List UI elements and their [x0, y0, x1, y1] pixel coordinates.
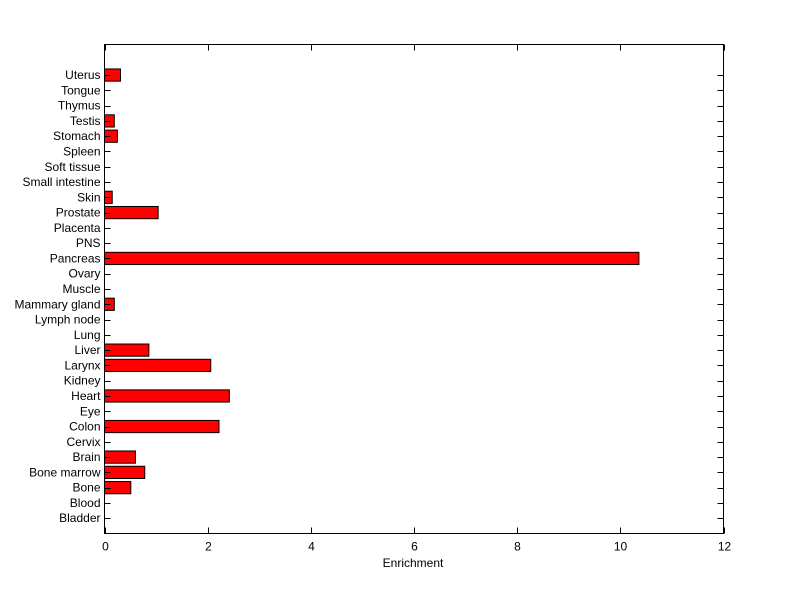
- y-tick-label: Eye: [80, 404, 101, 418]
- y-tick-label: Lymph node: [35, 313, 101, 327]
- y-tick-label: Colon: [69, 420, 100, 434]
- x-tick-label: 6: [411, 540, 418, 554]
- y-tick-label: Ovary: [68, 267, 100, 281]
- plot-frame: [104, 44, 724, 534]
- bar-bone: [104, 481, 132, 495]
- y-tick-label: Heart: [71, 389, 101, 403]
- y-tick-label: Tongue: [61, 83, 101, 97]
- y-tick-label: Uterus: [65, 68, 100, 82]
- y-tick-label: Soft tissue: [44, 160, 100, 174]
- y-tick-label: Prostate: [56, 206, 101, 220]
- y-tick-label: Stomach: [53, 129, 100, 143]
- bar-testis: [104, 114, 115, 128]
- y-tick-label: Thymus: [58, 99, 101, 113]
- bar-prostate: [104, 205, 159, 220]
- x-axis-label: Enrichment: [383, 556, 444, 570]
- y-tick-label: Kidney: [64, 374, 101, 388]
- x-tick-label: 8: [514, 540, 521, 554]
- bar-bone-marrow: [104, 465, 146, 479]
- bar-pancreas: [104, 251, 640, 266]
- y-tick-label: Spleen: [63, 144, 100, 158]
- y-tick-label: PNS: [76, 236, 101, 250]
- x-tick-label: 4: [308, 540, 315, 554]
- y-tick-label: Brain: [72, 450, 100, 464]
- bar-colon: [104, 419, 220, 434]
- x-tick-label: 12: [718, 540, 732, 554]
- y-tick-label: Cervix: [66, 435, 100, 449]
- bar-heart: [104, 389, 230, 403]
- y-tick-label: Bladder: [59, 511, 100, 525]
- x-tick-label: 10: [614, 540, 628, 554]
- x-tick-label: 2: [205, 540, 212, 554]
- y-tick-label: Mammary gland: [14, 297, 100, 311]
- y-tick-label: Bone: [72, 481, 100, 495]
- y-tick-label: Muscle: [62, 282, 100, 296]
- x-tick-label: 0: [102, 540, 109, 554]
- y-tick-label: Skin: [77, 190, 100, 204]
- y-tick-label: Pancreas: [50, 251, 101, 265]
- y-tick-label: Larynx: [64, 358, 100, 372]
- y-tick-label: Blood: [70, 496, 101, 510]
- y-tick-label: Testis: [70, 114, 101, 128]
- y-tick-label: Lung: [74, 328, 101, 342]
- y-tick-label: Small intestine: [22, 175, 100, 189]
- bar-liver: [104, 343, 150, 357]
- y-tick-label: Liver: [74, 343, 100, 357]
- y-tick-label: Bone marrow: [29, 465, 101, 479]
- bar-larynx: [104, 358, 212, 373]
- y-tick-label: Placenta: [54, 221, 101, 235]
